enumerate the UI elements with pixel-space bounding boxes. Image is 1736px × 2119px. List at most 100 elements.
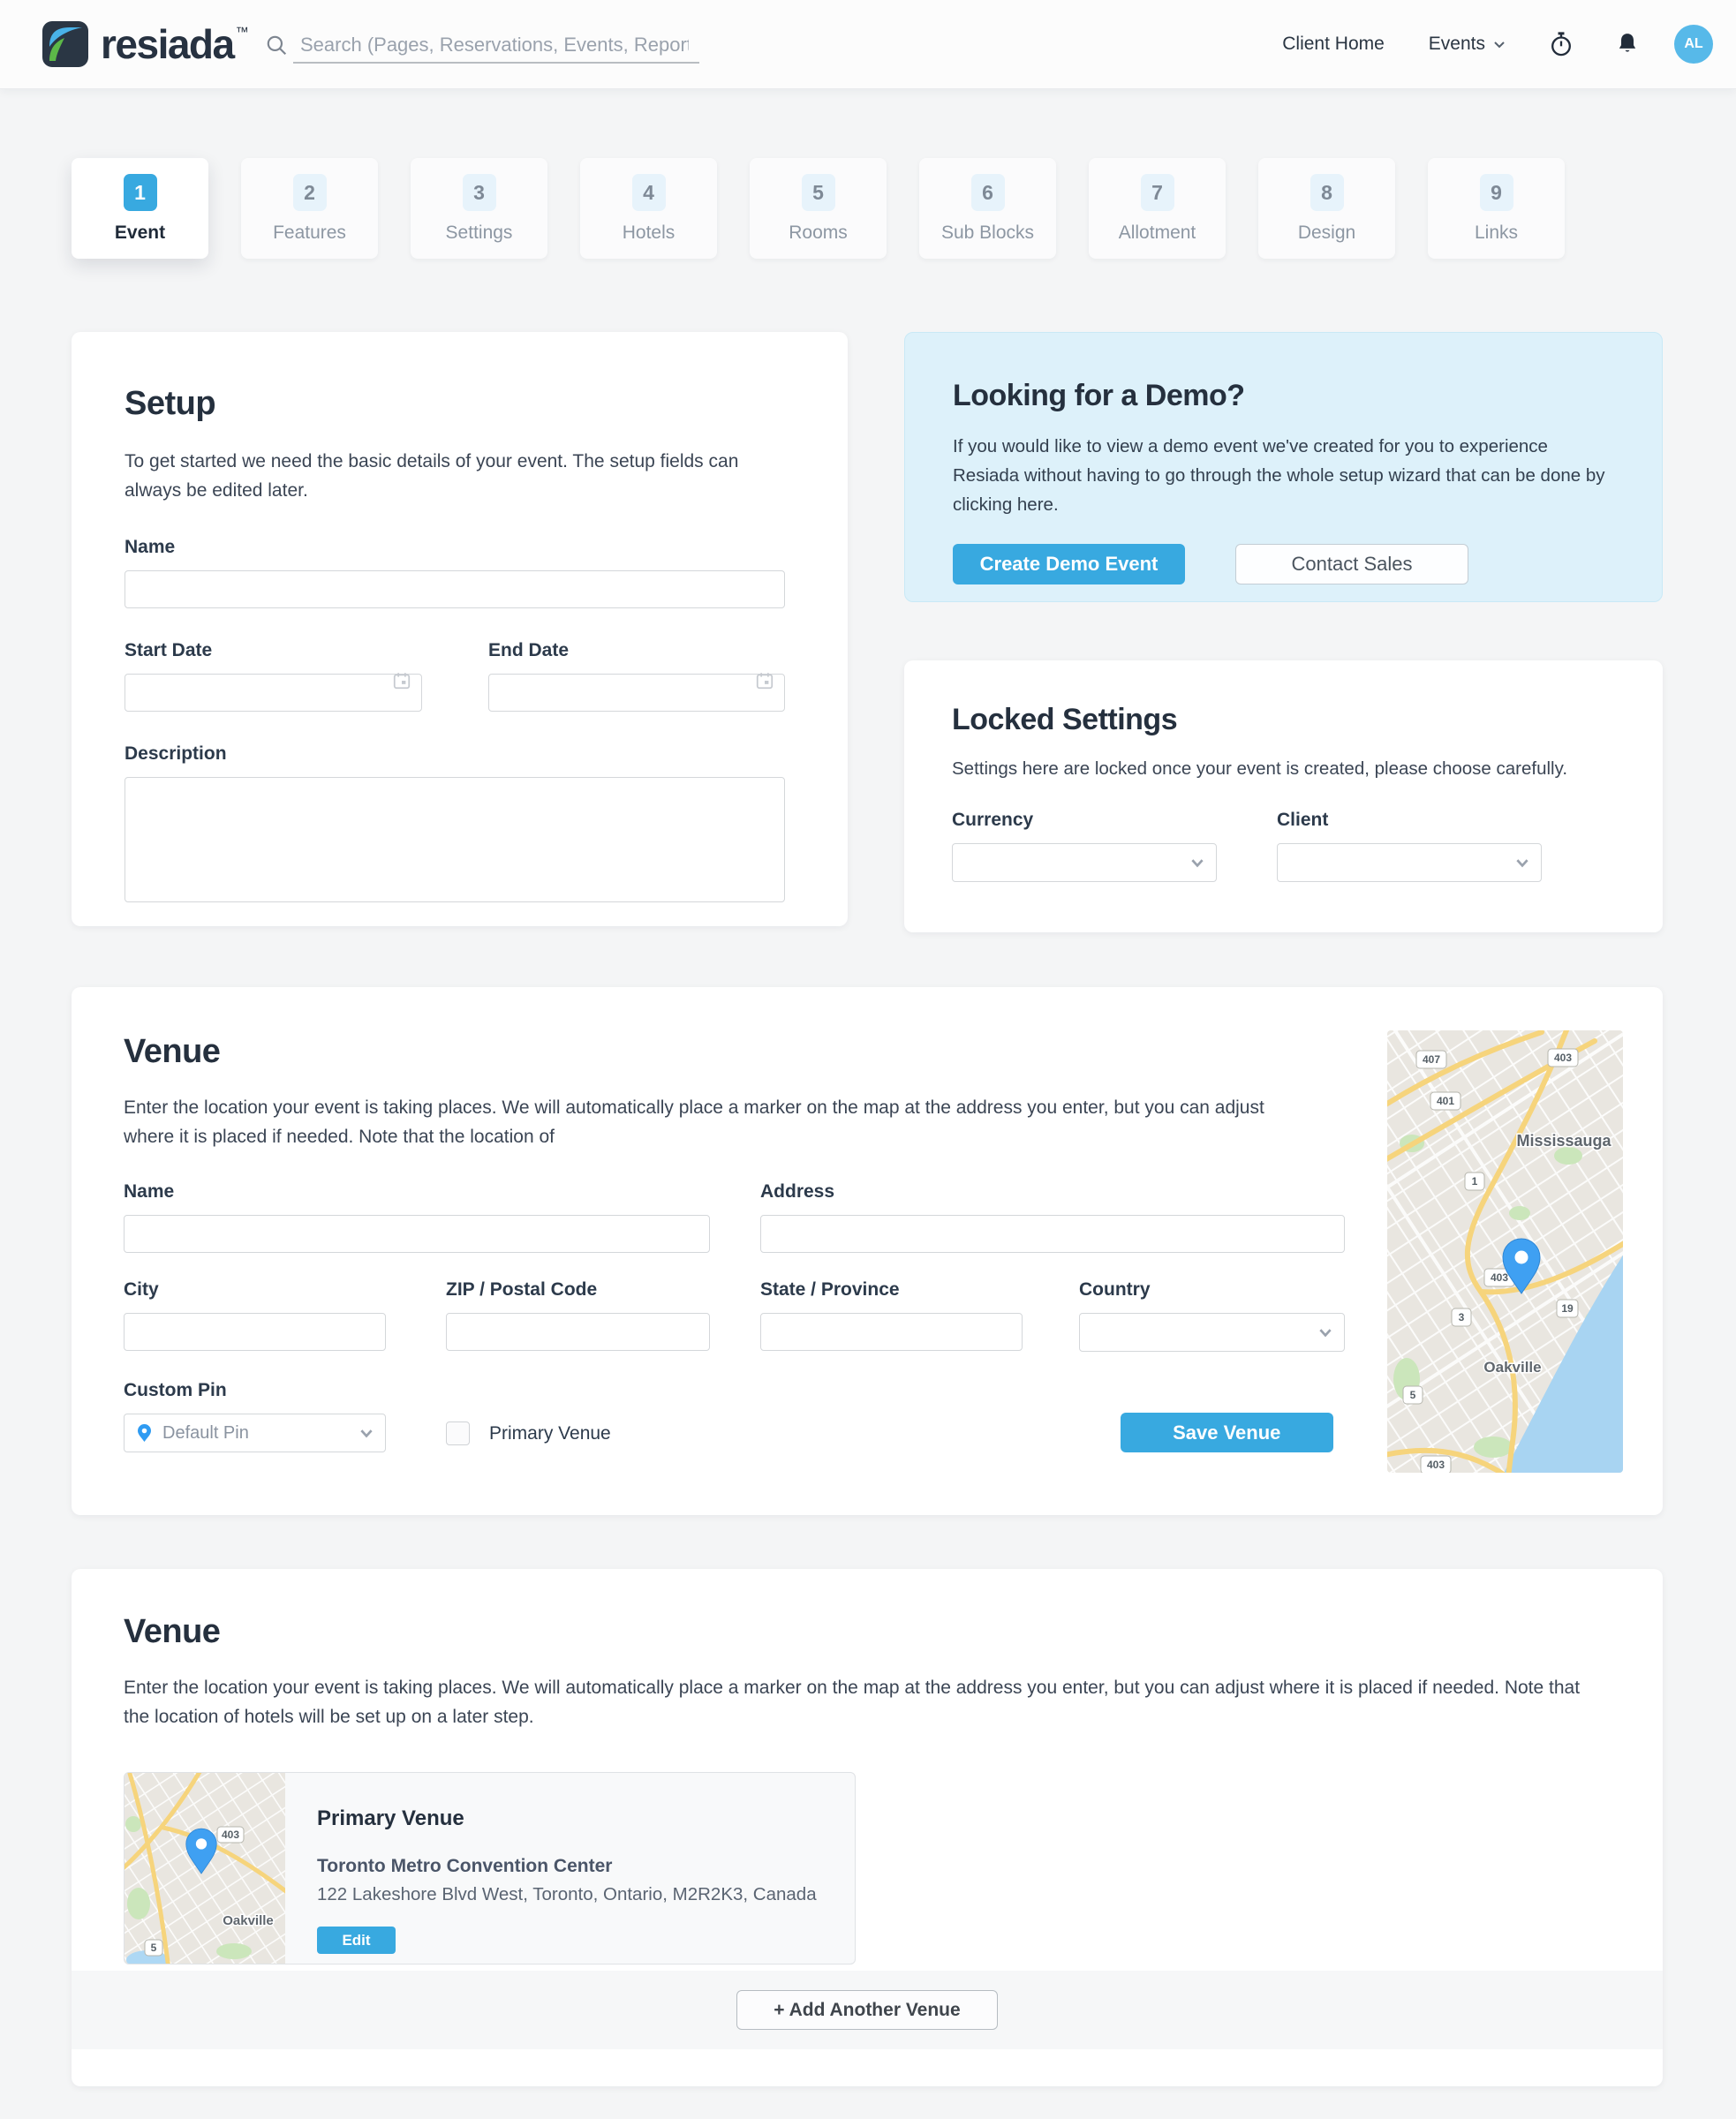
setup-title: Setup: [125, 385, 216, 422]
svg-text:3: 3: [1459, 1311, 1465, 1323]
top-header: resiada ™ Client Home Events: [0, 0, 1736, 88]
event-description-textarea[interactable]: [125, 777, 785, 903]
venue-name-input[interactable]: [124, 1215, 710, 1254]
step-links[interactable]: 9 Links: [1428, 158, 1565, 259]
chevron-down-icon: [1319, 1329, 1332, 1338]
custom-pin-select[interactable]: Default Pin: [124, 1414, 386, 1453]
client-select[interactable]: [1277, 842, 1542, 882]
locked-settings-title: Locked Settings: [952, 703, 1178, 736]
venue-state-label: State / Province: [760, 1279, 900, 1301]
venue-zip-label: ZIP / Postal Code: [446, 1279, 598, 1301]
step-hotels[interactable]: 4 Hotels: [580, 158, 717, 259]
map-pin-marker: [185, 1828, 217, 1874]
venue-country-label: Country: [1079, 1279, 1151, 1301]
step-number: 9: [1479, 174, 1513, 211]
event-name-input[interactable]: [125, 570, 785, 609]
step-number: 7: [1140, 174, 1174, 211]
chevron-down-icon: [1494, 41, 1505, 49]
step-number: 2: [292, 174, 327, 211]
venue-form-description: Enter the location your event is taking …: [124, 1097, 1264, 1147]
step-number: 1: [123, 174, 157, 211]
venue-list-title: Venue: [124, 1613, 221, 1650]
map-pin-marker[interactable]: [1502, 1238, 1541, 1294]
venue-country-select[interactable]: [1079, 1313, 1345, 1353]
venue-address-label: Address: [760, 1181, 835, 1203]
svg-text:407: 407: [1423, 1053, 1440, 1066]
step-settings[interactable]: 3 Settings: [411, 158, 547, 259]
demo-promo-card: Looking for a Demo? If you would like to…: [904, 332, 1663, 602]
step-event[interactable]: 1 Event: [72, 158, 208, 259]
search-input[interactable]: [300, 34, 689, 57]
notifications-bell-icon[interactable]: [1616, 32, 1639, 57]
road-shield: 19: [1556, 1299, 1579, 1318]
step-allotment[interactable]: 7 Allotment: [1089, 158, 1226, 259]
custom-pin-label: Custom Pin: [124, 1380, 227, 1401]
venue-thumbnail-map[interactable]: Oakville 403 5: [125, 1773, 443, 1964]
nav-events-menu[interactable]: Events: [1429, 34, 1506, 55]
timer-icon[interactable]: [1549, 31, 1574, 57]
event-description-label: Description: [125, 743, 227, 765]
currency-select[interactable]: [952, 842, 1217, 882]
step-label: Sub Blocks: [940, 222, 1035, 243]
step-sub-blocks[interactable]: 6 Sub Blocks: [919, 158, 1056, 259]
road-shield: 1: [1464, 1172, 1485, 1191]
create-demo-event-button[interactable]: Create Demo Event: [953, 544, 1185, 585]
map-city-label: Oakville: [1483, 1359, 1541, 1376]
svg-text:5: 5: [151, 1942, 157, 1954]
step-label: Links: [1474, 222, 1519, 243]
search-underline: [293, 62, 699, 64]
setup-card: Setup To get started we need the basic d…: [72, 332, 848, 926]
road-shield: 5: [144, 1939, 163, 1957]
venue-name-label: Name: [124, 1181, 175, 1203]
venue-name: Toronto Metro Convention Center: [317, 1856, 613, 1877]
client-label: Client: [1277, 809, 1329, 830]
svg-text:403: 403: [1427, 1459, 1445, 1471]
step-label: Features: [273, 222, 346, 243]
venue-zip-input[interactable]: [446, 1313, 710, 1352]
contact-sales-button[interactable]: Contact Sales: [1235, 544, 1468, 585]
step-label: Settings: [445, 222, 513, 243]
edit-venue-button[interactable]: Edit: [317, 1927, 396, 1955]
svg-text:401: 401: [1437, 1095, 1454, 1107]
demo-title: Looking for a Demo?: [953, 379, 1245, 412]
user-avatar[interactable]: AL: [1674, 25, 1713, 64]
primary-venue-label: Primary Venue: [489, 1422, 611, 1444]
header-nav: Client Home Events AL: [1282, 0, 1713, 88]
end-date-input[interactable]: [488, 674, 785, 713]
add-another-venue-button[interactable]: + Add Another Venue: [736, 1990, 998, 2030]
map-city-label: Mississauga: [1516, 1132, 1611, 1150]
svg-text:403: 403: [222, 1829, 239, 1841]
venue-list-item: Oakville 403 5 Primary Venue Toronto Met…: [124, 1772, 856, 1965]
save-venue-button[interactable]: Save Venue: [1120, 1413, 1333, 1453]
venue-city-input[interactable]: [124, 1313, 386, 1352]
venue-list-description: Enter the location your event is taking …: [124, 1678, 1581, 1727]
road-shield: 403: [1420, 1455, 1452, 1473]
chevron-down-icon: [360, 1429, 373, 1438]
venue-state-input[interactable]: [760, 1313, 1023, 1352]
resiada-logo[interactable]: resiada ™: [42, 21, 249, 67]
primary-venue-checkbox[interactable]: [446, 1421, 470, 1446]
currency-label: Currency: [952, 809, 1034, 830]
road-shield: 403: [1547, 1048, 1579, 1067]
step-features[interactable]: 2 Features: [241, 158, 378, 259]
nav-client-home[interactable]: Client Home: [1282, 34, 1385, 54]
locked-settings-card: Locked Settings Settings here are locked…: [904, 660, 1663, 932]
step-number: 3: [462, 174, 496, 211]
svg-text:1: 1: [1472, 1175, 1478, 1188]
step-label: Event: [114, 222, 166, 243]
logo-trademark: ™: [235, 25, 249, 40]
venue-map[interactable]: Mississauga Oakville 407 403 401 1 403 1…: [1387, 1030, 1623, 1473]
step-design[interactable]: 8 Design: [1258, 158, 1395, 259]
step-rooms[interactable]: 5 Rooms: [750, 158, 887, 259]
road-shield: 5: [1402, 1385, 1423, 1405]
event-name-label: Name: [125, 537, 176, 558]
start-date-input[interactable]: [125, 674, 422, 713]
venue-address-input[interactable]: [760, 1215, 1345, 1254]
demo-description: If you would like to view a demo event w…: [953, 436, 1605, 515]
road-shield: 407: [1415, 1050, 1447, 1069]
global-search: [265, 26, 699, 64]
step-label: Rooms: [789, 222, 848, 243]
venue-list-card: Venue Enter the location your event is t…: [72, 1569, 1663, 2086]
end-date-label: End Date: [488, 640, 570, 661]
setup-wizard-steps: 1 Event 2 Features 3 Settings 4 Hotels 5…: [72, 158, 1565, 259]
